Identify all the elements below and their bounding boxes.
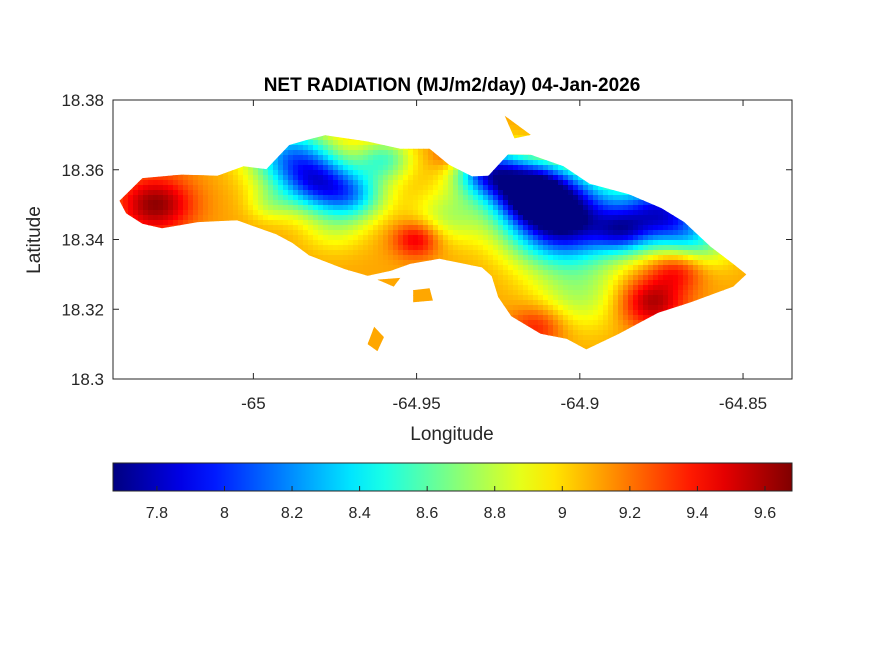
colorbar-tick-label: 8.8	[484, 505, 506, 522]
colorbar-ticks: 7.8 8 8.2 8.4 8.6 8.8 9 9.2 9.4 9.6	[146, 486, 776, 522]
y-tick-label: 18.3	[71, 370, 104, 389]
colorbar-tick-label: 7.8	[146, 505, 168, 522]
colorbar-tick-label: 9	[558, 505, 567, 522]
colorbar-tick-label: 9.4	[686, 505, 708, 522]
x-axis-ticks: -65 -64.95 -64.9 -64.85	[241, 100, 767, 413]
x-axis-label: Longitude	[410, 424, 493, 445]
x-tick-label: -64.9	[560, 394, 599, 413]
y-tick-label: 18.38	[61, 91, 104, 110]
chart-title: NET RADIATION (MJ/m2/day) 04-Jan-2026	[264, 75, 641, 96]
x-tick-label: -64.85	[719, 394, 767, 413]
y-axis-ticks: 18.3 18.32 18.34 18.36 18.38	[61, 91, 792, 389]
x-tick-label: -65	[241, 394, 266, 413]
y-tick-label: 18.36	[61, 161, 104, 180]
colorbar-tick-label: 9.2	[619, 505, 641, 522]
colorbar-tick-label: 8.6	[416, 505, 438, 522]
colorbar	[112, 462, 793, 492]
y-tick-label: 18.34	[61, 231, 104, 250]
colorbar-tick-label: 8	[220, 505, 229, 522]
x-tick-label: -64.95	[392, 394, 440, 413]
y-tick-label: 18.32	[61, 300, 104, 319]
colorbar-tick-label: 9.6	[754, 505, 776, 522]
colorbar-tick-label: 8.4	[348, 505, 370, 522]
y-axis-label: Latitude	[24, 206, 45, 274]
colorbar-tick-label: 8.2	[281, 505, 303, 522]
